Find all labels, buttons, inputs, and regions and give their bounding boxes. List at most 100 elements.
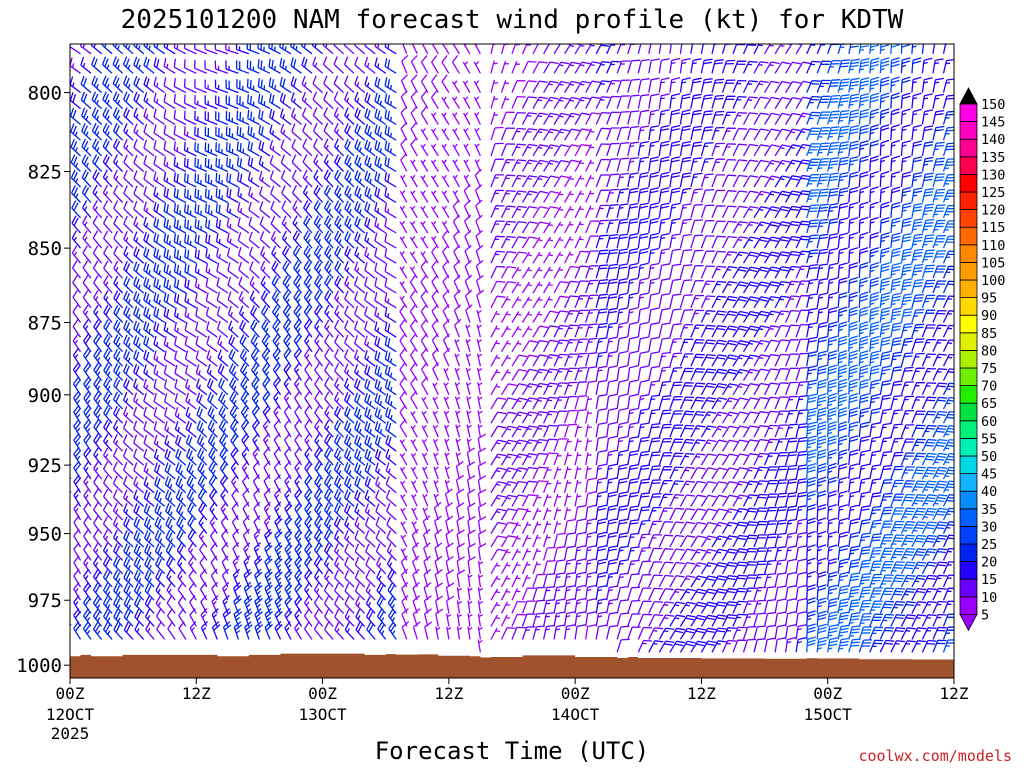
wind-barb — [869, 436, 881, 452]
wind-barb — [207, 392, 218, 410]
wind-barb — [806, 610, 816, 627]
wind-barb — [795, 143, 811, 157]
wind-barb — [606, 322, 618, 338]
wind-barb — [225, 110, 239, 126]
wind-barb — [354, 154, 366, 172]
wind-barb — [763, 479, 778, 493]
wind-barb — [445, 595, 455, 614]
wind-barb — [648, 232, 660, 249]
wind-barb — [932, 382, 948, 396]
wind-barb — [511, 340, 522, 353]
wind-barb — [858, 407, 870, 424]
wind-barb — [366, 621, 376, 640]
wind-barb — [72, 304, 82, 323]
wind-barb — [511, 467, 528, 480]
wind-barb — [103, 461, 113, 480]
wind-barb — [574, 558, 586, 574]
wind-barb — [648, 77, 660, 93]
wind-barb — [574, 424, 582, 438]
wind-barb — [271, 289, 282, 309]
wind-barb — [464, 289, 473, 309]
wind-barb — [312, 107, 324, 125]
wind-barb — [574, 381, 588, 395]
wind-barb — [173, 109, 187, 126]
wind-barb — [324, 230, 334, 249]
wind-barb — [228, 334, 239, 353]
wind-barb — [102, 502, 113, 521]
wind-barb — [690, 294, 704, 309]
wind-barb — [890, 124, 900, 141]
wind-barb — [83, 333, 92, 353]
wind-barb — [511, 480, 528, 494]
wind-barb — [742, 175, 759, 188]
wind-barb — [500, 411, 517, 424]
wind-barb — [890, 380, 903, 395]
wind-barb — [637, 587, 652, 601]
wind-barb — [900, 248, 913, 264]
wind-barb — [204, 44, 218, 55]
wind-barb — [764, 80, 780, 93]
wind-barb — [454, 353, 461, 367]
wind-barb — [353, 378, 366, 396]
wind-barb — [466, 461, 476, 480]
wind-barb — [648, 394, 661, 410]
wind-barb — [399, 347, 408, 367]
wind-barb — [133, 291, 145, 309]
wind-barb — [476, 324, 482, 338]
colorbar-label: 100 — [981, 273, 1005, 289]
wind-barb — [344, 305, 355, 323]
wind-barb — [294, 621, 303, 640]
wind-barb — [259, 216, 271, 234]
wind-barb — [334, 334, 345, 353]
wind-barb — [942, 494, 954, 507]
wind-barb — [711, 535, 728, 548]
wind-barb — [732, 251, 749, 264]
wind-barb — [637, 44, 642, 54]
wind-barb — [521, 411, 538, 424]
wind-barb — [806, 584, 816, 601]
wind-barb — [900, 293, 913, 308]
wind-barb — [72, 362, 82, 381]
wind-barb — [153, 44, 166, 55]
wind-barb — [553, 452, 562, 466]
wind-barb — [303, 200, 313, 219]
wind-barb — [532, 266, 543, 279]
wind-barb — [240, 391, 250, 410]
wind-barb — [324, 215, 334, 234]
wind-barb — [304, 474, 313, 494]
wind-barb — [742, 638, 757, 653]
colorbar-bin — [959, 490, 978, 510]
wind-barb — [932, 613, 947, 627]
wind-barb — [261, 319, 271, 338]
wind-barb — [122, 44, 134, 55]
wind-barb — [143, 335, 155, 353]
wind-barb — [477, 542, 487, 561]
wind-barb — [364, 364, 376, 382]
wind-barb — [932, 309, 947, 323]
wind-barb — [921, 507, 937, 521]
wind-barb — [206, 363, 218, 382]
wind-barb — [103, 230, 113, 249]
wind-barb — [795, 381, 809, 395]
wind-barb — [456, 613, 463, 627]
wind-barb — [113, 529, 124, 548]
wind-barb — [942, 142, 954, 157]
wind-barb — [268, 93, 281, 110]
wind-barb — [102, 542, 113, 561]
wind-barb — [445, 582, 455, 601]
wind-barb — [205, 248, 218, 264]
wind-barb — [164, 448, 176, 466]
wind-barb — [753, 339, 770, 353]
wind-barb — [816, 503, 827, 521]
wind-barb — [239, 334, 250, 353]
wind-barb — [434, 528, 443, 548]
wind-barb — [384, 307, 397, 324]
wind-barb — [879, 155, 890, 172]
wind-barb — [409, 220, 418, 234]
wind-barb — [542, 493, 552, 507]
wind-barb — [932, 600, 947, 614]
wind-barb — [679, 521, 696, 534]
wind-barb — [465, 339, 471, 352]
wind-barb — [858, 171, 869, 188]
wind-barb — [354, 530, 366, 548]
